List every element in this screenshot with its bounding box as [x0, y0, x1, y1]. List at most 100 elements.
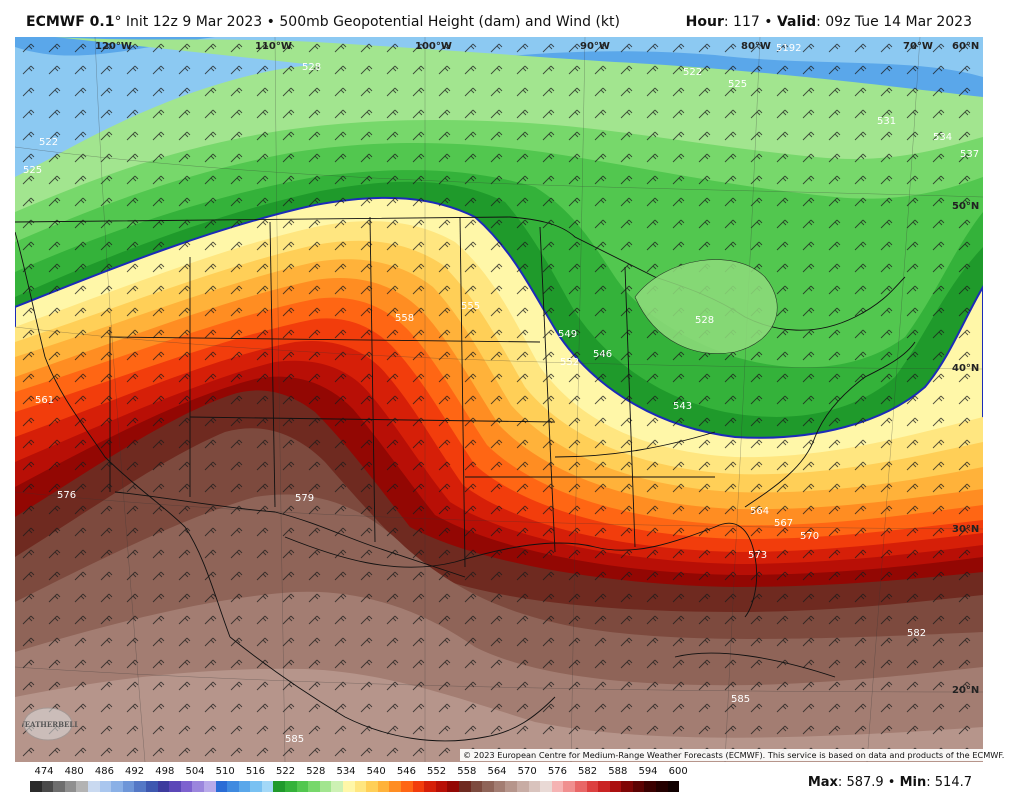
legend-swatch: [609, 781, 622, 792]
hour-label: Hour: [685, 14, 724, 30]
legend-swatch: [667, 781, 680, 792]
weather-map: 120°W 110°W 100°W 90°W 80°W 70°W 60°N 50…: [15, 37, 983, 762]
legend-swatch: [203, 781, 216, 792]
init-time: Init 12z 9 Mar 2023: [125, 14, 263, 30]
contour-label: 525: [23, 165, 42, 176]
legend-label: 516: [245, 766, 265, 777]
low-center-contour: [634, 259, 778, 354]
max-value: 587.9: [846, 775, 884, 790]
contour-label: 573: [748, 550, 767, 561]
legend-label: 480: [64, 766, 84, 777]
lon-label-80w: 80°W: [741, 41, 771, 52]
legend-label: 492: [125, 766, 145, 777]
product-name: 500mb Geopotential Height (dam) and Wind…: [279, 14, 620, 30]
contour-label: 555: [461, 301, 480, 312]
contour-label: 579: [295, 493, 314, 504]
weatherbell-logo: WEATHERBELL: [16, 705, 79, 743]
legend-swatch: [76, 781, 88, 792]
legend-label: 564: [487, 766, 507, 777]
legend-swatch: [215, 781, 228, 792]
contour-label: 564: [750, 506, 769, 517]
legend-label: 546: [396, 766, 416, 777]
legend-swatch: [250, 781, 262, 792]
min-label: Min: [899, 775, 927, 790]
contour-label: 576: [57, 490, 76, 501]
contour-label: 522: [683, 67, 702, 78]
lon-label-90w: 90°W: [580, 41, 610, 52]
legend-swatch: [621, 781, 633, 792]
legend-swatch: [447, 781, 459, 792]
legend-swatch: [296, 781, 309, 792]
lat-label-50n: 50°N: [952, 201, 979, 212]
legend-swatch: [99, 781, 112, 792]
legend-label: 474: [34, 766, 54, 777]
legend-label: 486: [94, 766, 114, 777]
legend-swatch: [30, 781, 42, 792]
legend-label: 504: [185, 766, 205, 777]
legend-swatch: [574, 781, 587, 792]
legend-swatch: [563, 781, 575, 792]
legend-label: 600: [668, 766, 688, 777]
contour-label: 567: [774, 518, 793, 529]
legend-swatch: [87, 781, 100, 792]
contour-label: 582: [907, 628, 926, 639]
legend-label: 522: [276, 766, 296, 777]
lat-label-60n: 60°N: [952, 41, 979, 52]
legend-swatch: [111, 781, 123, 792]
contour-label: 552: [560, 357, 579, 368]
legend-swatch: [261, 781, 274, 792]
contour-label: 5192: [776, 43, 801, 54]
legend-label: 594: [638, 766, 658, 777]
legend-swatch: [470, 781, 483, 792]
legend-label: 558: [457, 766, 477, 777]
legend-label: 534: [336, 766, 356, 777]
legend-swatch: [319, 781, 332, 792]
lon-label-100w: 100°W: [415, 41, 452, 52]
legend-swatch: [389, 781, 401, 792]
lat-label-20n: 20°N: [952, 685, 979, 696]
contour-label: 570: [800, 531, 819, 542]
legend-swatch: [435, 781, 448, 792]
legend-label: 540: [366, 766, 386, 777]
legend-swatch: [482, 781, 494, 792]
mexico-coast: [229, 636, 556, 742]
max-min-readout: Max: 587.9 • Min: 514.7: [807, 775, 972, 790]
contour-label: 525: [728, 79, 747, 90]
valid-label: Valid: [776, 14, 817, 30]
legend-swatch: [64, 781, 77, 792]
legend-swatch: [331, 781, 344, 792]
contour-label: 543: [673, 401, 692, 412]
legend-swatch: [551, 781, 564, 792]
legend-swatch: [273, 781, 286, 792]
maxmin-bullet: •: [887, 775, 896, 790]
legend-label: 510: [215, 766, 235, 777]
contour-label: 549: [558, 329, 577, 340]
legend-swatch: [354, 781, 367, 792]
min-value: 514.7: [934, 775, 972, 790]
contour-label: 585: [285, 734, 304, 745]
legend-swatch: [145, 781, 158, 792]
forecast-time: Hour: 117 • Valid: 09z Tue 14 Mar 2023: [685, 14, 972, 30]
legend-swatch: [644, 781, 657, 792]
hour-value: 117: [733, 14, 760, 30]
legend-swatch: [238, 781, 251, 792]
legend-swatch: [308, 781, 320, 792]
legend-swatch: [53, 781, 65, 792]
logo-text: WEATHERBELL: [22, 720, 78, 729]
mexico-border: [114, 491, 466, 578]
legend-label: 588: [608, 766, 628, 777]
lon-label-120w: 120°W: [95, 41, 132, 52]
title-bullet: •: [266, 14, 275, 30]
legend-swatch: [586, 781, 599, 792]
max-label: Max: [807, 775, 838, 790]
legend-swatch: [169, 781, 181, 792]
legend-swatch: [493, 781, 506, 792]
legend-label: 528: [306, 766, 326, 777]
legend-label: 498: [155, 766, 175, 777]
map-canvas: 120°W 110°W 100°W 90°W 80°W 70°W 60°N 50…: [15, 37, 983, 762]
legend-swatch: [632, 781, 645, 792]
right-margin: [983, 0, 1024, 792]
contour-label: 537: [960, 149, 979, 160]
contour-label: 528: [695, 315, 714, 326]
logo-graphic: WEATHERBELL: [16, 707, 79, 741]
